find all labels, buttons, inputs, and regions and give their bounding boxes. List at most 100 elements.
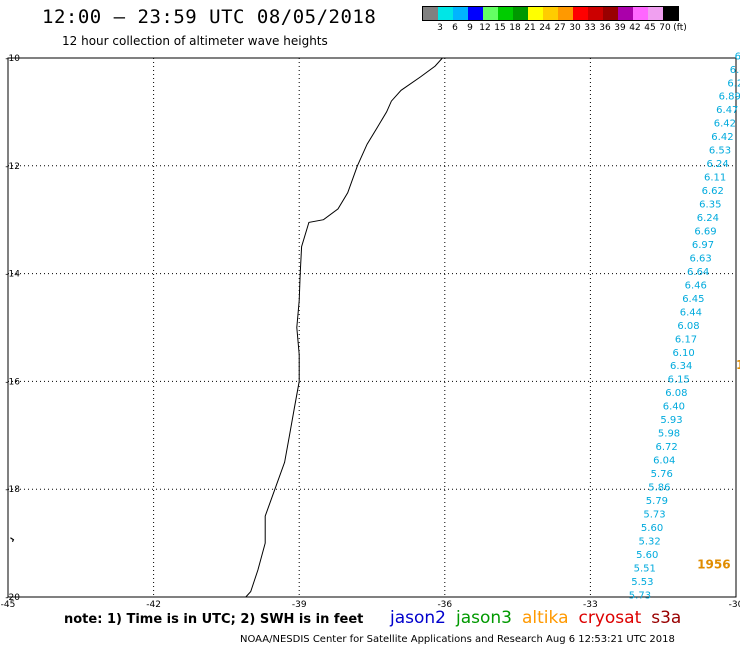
legend-swatch: [558, 7, 573, 20]
time-label: 1956: [697, 558, 730, 572]
satellite-s3a: s3a: [651, 608, 682, 628]
legend-label: 45: [644, 23, 656, 33]
lon-tick-label: -36: [437, 600, 452, 610]
wave-height-value: 6.40: [663, 402, 685, 413]
legend-label: 12: [479, 23, 491, 33]
wave-height-value: 6.24: [706, 159, 728, 170]
footer-note: note: 1) Time is in UTC; 2) SWH is in fe…: [64, 612, 364, 627]
wave-height-value: 6.42: [714, 119, 736, 130]
wave-height-value: 6.46: [685, 280, 707, 291]
satellite-cryosat: cryosat: [578, 608, 642, 628]
legend-swatch: [573, 7, 588, 20]
lon-tick-label: -33: [583, 600, 598, 610]
legend-swatch: [588, 7, 603, 20]
legend-swatch: [648, 7, 663, 20]
time-label: 1955: [736, 358, 740, 372]
legend-swatch: [543, 7, 558, 20]
map-subtitle: 12 hour collection of altimeter wave hei…: [62, 34, 328, 48]
wave-height-value: 6.62: [702, 186, 724, 197]
legend-swatch: [498, 7, 513, 20]
lon-tick-label: -42: [146, 600, 161, 610]
wave-height-legend: 3 6 9 12 15 18 21 24 27 30 33 36 39 42 45 70 (ft): [422, 6, 687, 35]
legend-label: 39: [614, 23, 626, 33]
wave-height-value: 6.2: [727, 78, 740, 89]
legend-label: 33: [584, 23, 596, 33]
wave-height-value: 5.53: [631, 577, 653, 588]
legend-swatch: [483, 7, 498, 20]
satellite-legend: jason2 jason3 altika cryosat s3a: [390, 608, 681, 628]
legend-swatch: [423, 7, 438, 20]
lat-tick-label: -18: [5, 485, 20, 495]
lat-tick-label: -14: [5, 270, 20, 280]
wave-height-value: 6.2: [735, 51, 740, 62]
lat-tick-label: -10: [5, 54, 20, 64]
wave-height-value: 6.47: [716, 105, 738, 116]
legend-swatch: [663, 7, 678, 20]
wave-height-value: 5.32: [639, 536, 661, 547]
wave-height-value: 6.11: [704, 173, 726, 184]
legend-label: 6: [452, 23, 458, 33]
legend-swatch: [603, 7, 618, 20]
legend-swatch: [468, 7, 483, 20]
legend-swatch: [528, 7, 543, 20]
legend-color-bar: [422, 6, 679, 21]
wave-height-value: 6.72: [655, 442, 677, 453]
lat-tick-label: -12: [5, 162, 20, 172]
wave-height-value: 6.35: [699, 200, 721, 211]
satellite-jason2: jason2: [390, 608, 446, 628]
wave-height-value: 5.73: [629, 590, 651, 601]
wave-height-value: 5.73: [643, 509, 665, 520]
wave-height-value: 6.69: [694, 226, 716, 237]
legend-label: 70: [659, 23, 671, 33]
wave-height-value: 6.4: [730, 65, 740, 76]
wave-height-value: 5.93: [660, 415, 682, 426]
lon-tick-label: -30: [729, 600, 740, 610]
wave-height-value: 6.34: [670, 361, 692, 372]
wave-height-value: 6.08: [665, 388, 687, 399]
legend-label: 18: [509, 23, 521, 33]
legend-label: 15: [494, 23, 506, 33]
legend-label: 9: [467, 23, 473, 33]
wave-height-value: 6.10: [672, 348, 694, 359]
wave-height-value: 6.45: [682, 294, 704, 305]
satellite-jason3: jason3: [456, 608, 512, 628]
wave-height-value: 6.24: [697, 213, 719, 224]
legend-label: 3: [437, 23, 443, 33]
map-frame: [7, 57, 737, 598]
island: [10, 537, 15, 542]
wave-height-value: 5.79: [646, 496, 668, 507]
legend-labels: 3 6 9 12 15 18 21 24 27 30 33 36 39 42 45 70 (ft): [422, 21, 687, 35]
legend-swatch: [618, 7, 633, 20]
lon-tick-label: -39: [292, 600, 307, 610]
map-title: 12:00 — 23:59 UTC 08/05/2018: [42, 6, 377, 28]
wave-height-value: 5.60: [636, 550, 658, 561]
legend-swatch: [633, 7, 648, 20]
wave-height-value: 6.08: [677, 321, 699, 332]
legend-label: 21: [524, 23, 536, 33]
wave-height-value: 6.17: [675, 334, 697, 345]
wave-height-value: 6.63: [689, 253, 711, 264]
wave-height-value: 5.98: [658, 429, 680, 440]
wave-height-value: 5.60: [641, 523, 663, 534]
wave-height-value: 6.15: [668, 375, 690, 386]
wave-height-value: 6.97: [692, 240, 714, 251]
legend-label: 42: [629, 23, 641, 33]
wave-height-value: 5.76: [651, 469, 673, 480]
legend-label: (ft): [673, 23, 687, 33]
wave-height-value: 6.44: [680, 307, 702, 318]
wave-height-value: 6.04: [653, 456, 675, 467]
legend-swatch: [453, 7, 468, 20]
lon-tick-label: -45: [1, 600, 16, 610]
legend-label: 30: [569, 23, 581, 33]
wave-height-value: 5.86: [648, 483, 670, 494]
legend-label: 36: [599, 23, 611, 33]
legend-swatch: [513, 7, 528, 20]
legend-swatch: [438, 7, 453, 20]
lat-tick-label: -16: [5, 377, 20, 387]
legend-label: 27: [554, 23, 566, 33]
lat-tick-label: -20: [5, 593, 20, 603]
wave-height-value: 5.51: [634, 563, 656, 574]
satellite-altika: altika: [522, 608, 569, 628]
wave-height-value: 6.89: [719, 92, 740, 103]
